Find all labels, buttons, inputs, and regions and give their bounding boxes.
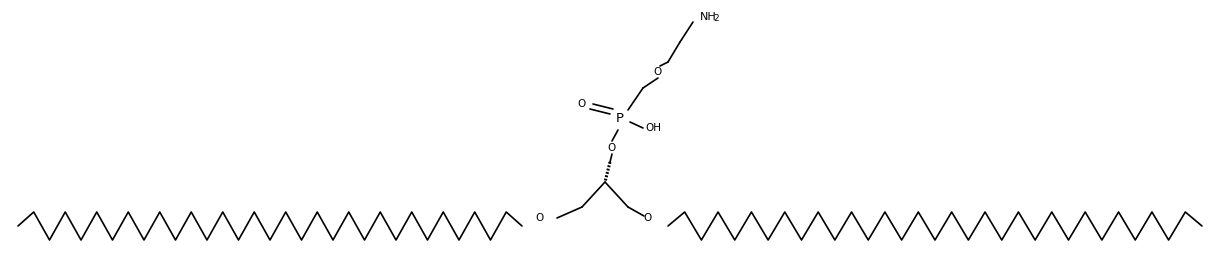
- Text: O: O: [654, 67, 662, 77]
- Text: O: O: [578, 99, 586, 109]
- Text: O: O: [536, 213, 544, 223]
- Text: NH: NH: [700, 12, 717, 22]
- Text: OH: OH: [645, 123, 661, 133]
- Text: O: O: [644, 213, 653, 223]
- Text: P: P: [616, 111, 623, 125]
- Text: 2: 2: [712, 14, 719, 23]
- Text: O: O: [608, 143, 616, 153]
